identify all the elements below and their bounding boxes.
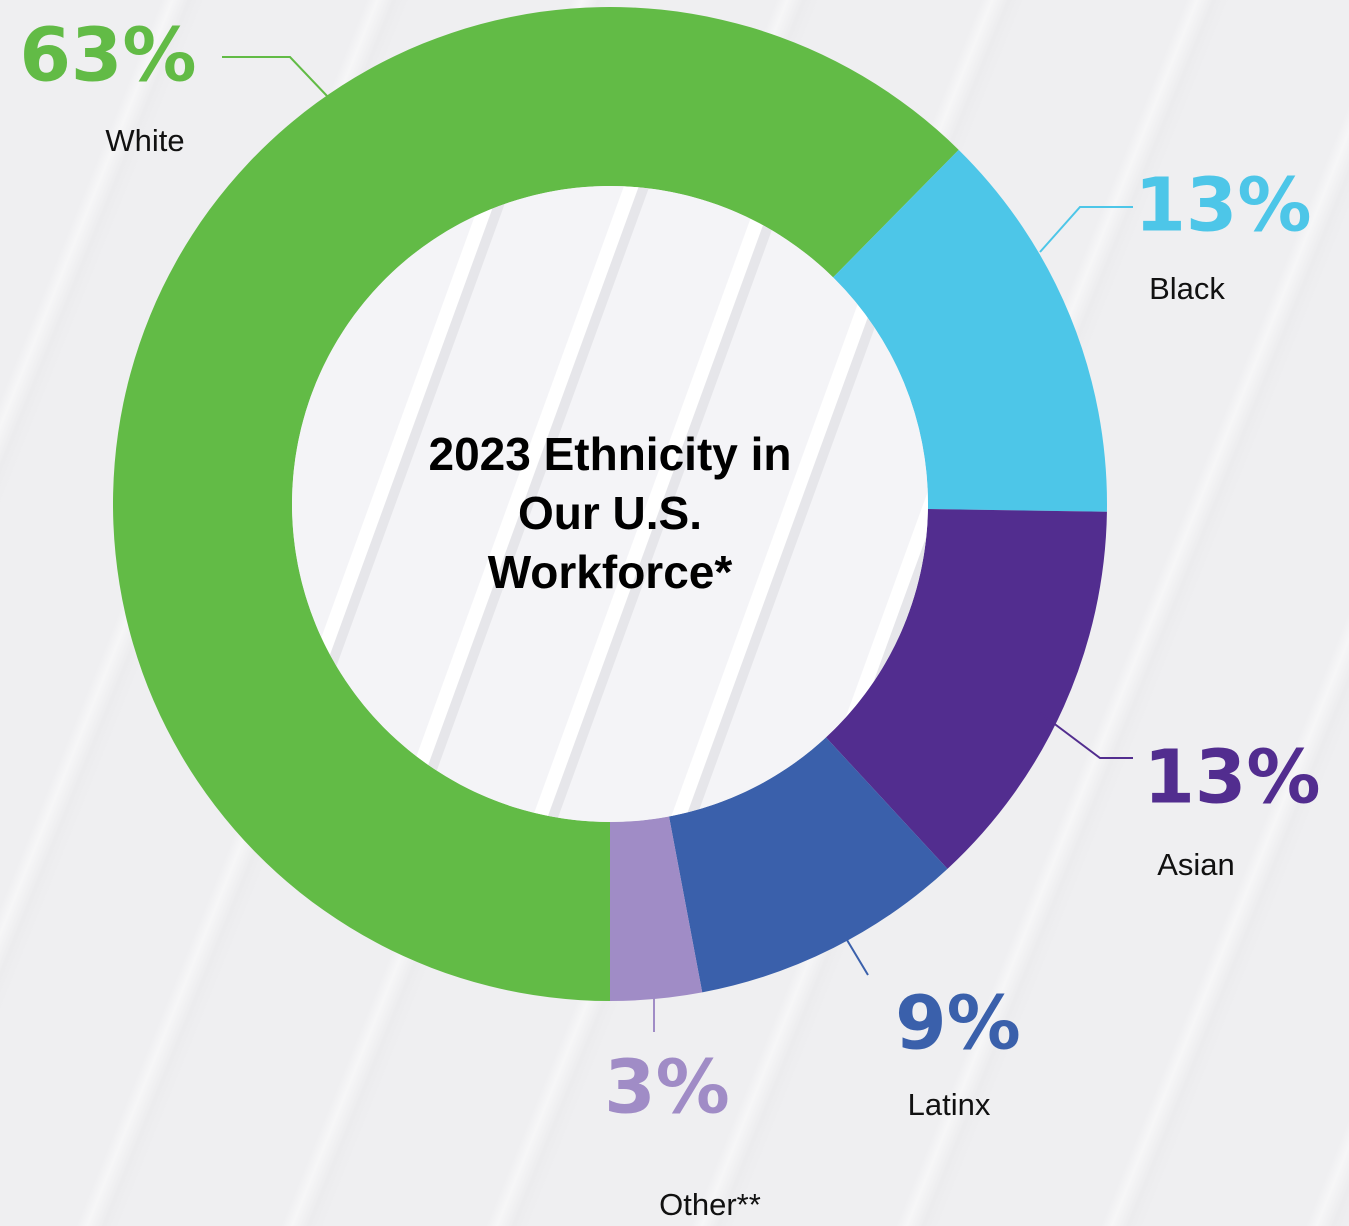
slice <box>669 737 948 993</box>
slice <box>610 816 703 1001</box>
category-label: Other** <box>659 1187 761 1222</box>
leader-line <box>1039 712 1133 759</box>
value-label: 13% <box>1143 735 1320 821</box>
value-label: 3% <box>604 1045 730 1131</box>
value-label: 13% <box>1134 163 1311 249</box>
leader-line <box>222 56 329 98</box>
chart-title: 2023 Ethnicity in Our U.S. Workforce* <box>428 428 792 598</box>
category-label: White <box>105 123 184 158</box>
donut-hole <box>292 186 928 822</box>
slice <box>825 508 1107 869</box>
slice <box>112 6 959 1001</box>
category-label: Black <box>1149 271 1225 306</box>
value-label: 9% <box>895 981 1021 1067</box>
slice <box>833 149 1107 512</box>
category-label: Latinx <box>908 1087 991 1122</box>
category-label: Asian <box>1157 847 1235 882</box>
leader-line <box>1039 206 1133 253</box>
leader-line <box>834 919 869 976</box>
value-label: 63% <box>19 13 196 99</box>
